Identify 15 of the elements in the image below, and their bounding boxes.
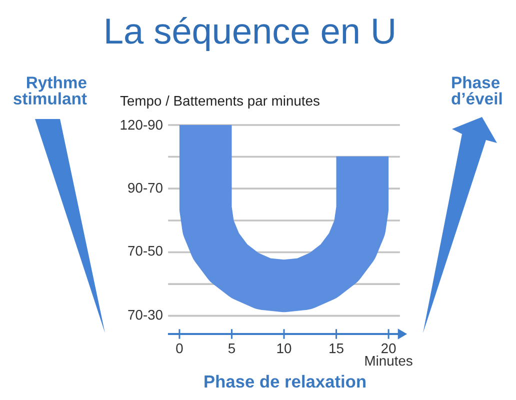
text: 90-70 <box>128 182 162 193</box>
text: Rythme stimulant <box>14 76 87 105</box>
text: Phase de relaxation <box>204 374 366 388</box>
text: Phase d’éveil <box>452 76 502 105</box>
y-axis-title: Tempo / Battements par minutes <box>120 96 320 108</box>
chart-title: La séquence en U <box>106 16 394 52</box>
x-axis-title: Minutes <box>365 356 412 366</box>
x-tick-label: 0 <box>176 343 183 354</box>
text: 120-90 <box>120 120 162 130</box>
x-tick-label: 20 <box>382 343 396 354</box>
text: 70-30 <box>128 310 162 320</box>
x-tick-label: 5 <box>228 344 236 354</box>
x-tick-label: 10 <box>277 343 292 354</box>
text: 70-50 <box>128 246 162 256</box>
x-tick-label: 15 <box>330 344 344 354</box>
